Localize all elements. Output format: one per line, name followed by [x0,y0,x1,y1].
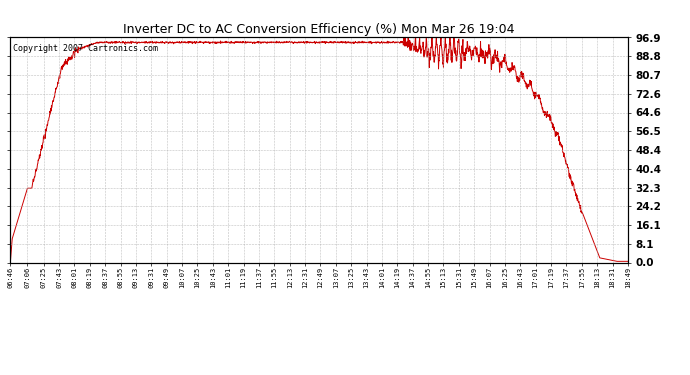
Text: Copyright 2007 Cartronics.com: Copyright 2007 Cartronics.com [13,44,159,53]
Title: Inverter DC to AC Conversion Efficiency (%) Mon Mar 26 19:04: Inverter DC to AC Conversion Efficiency … [124,23,515,36]
